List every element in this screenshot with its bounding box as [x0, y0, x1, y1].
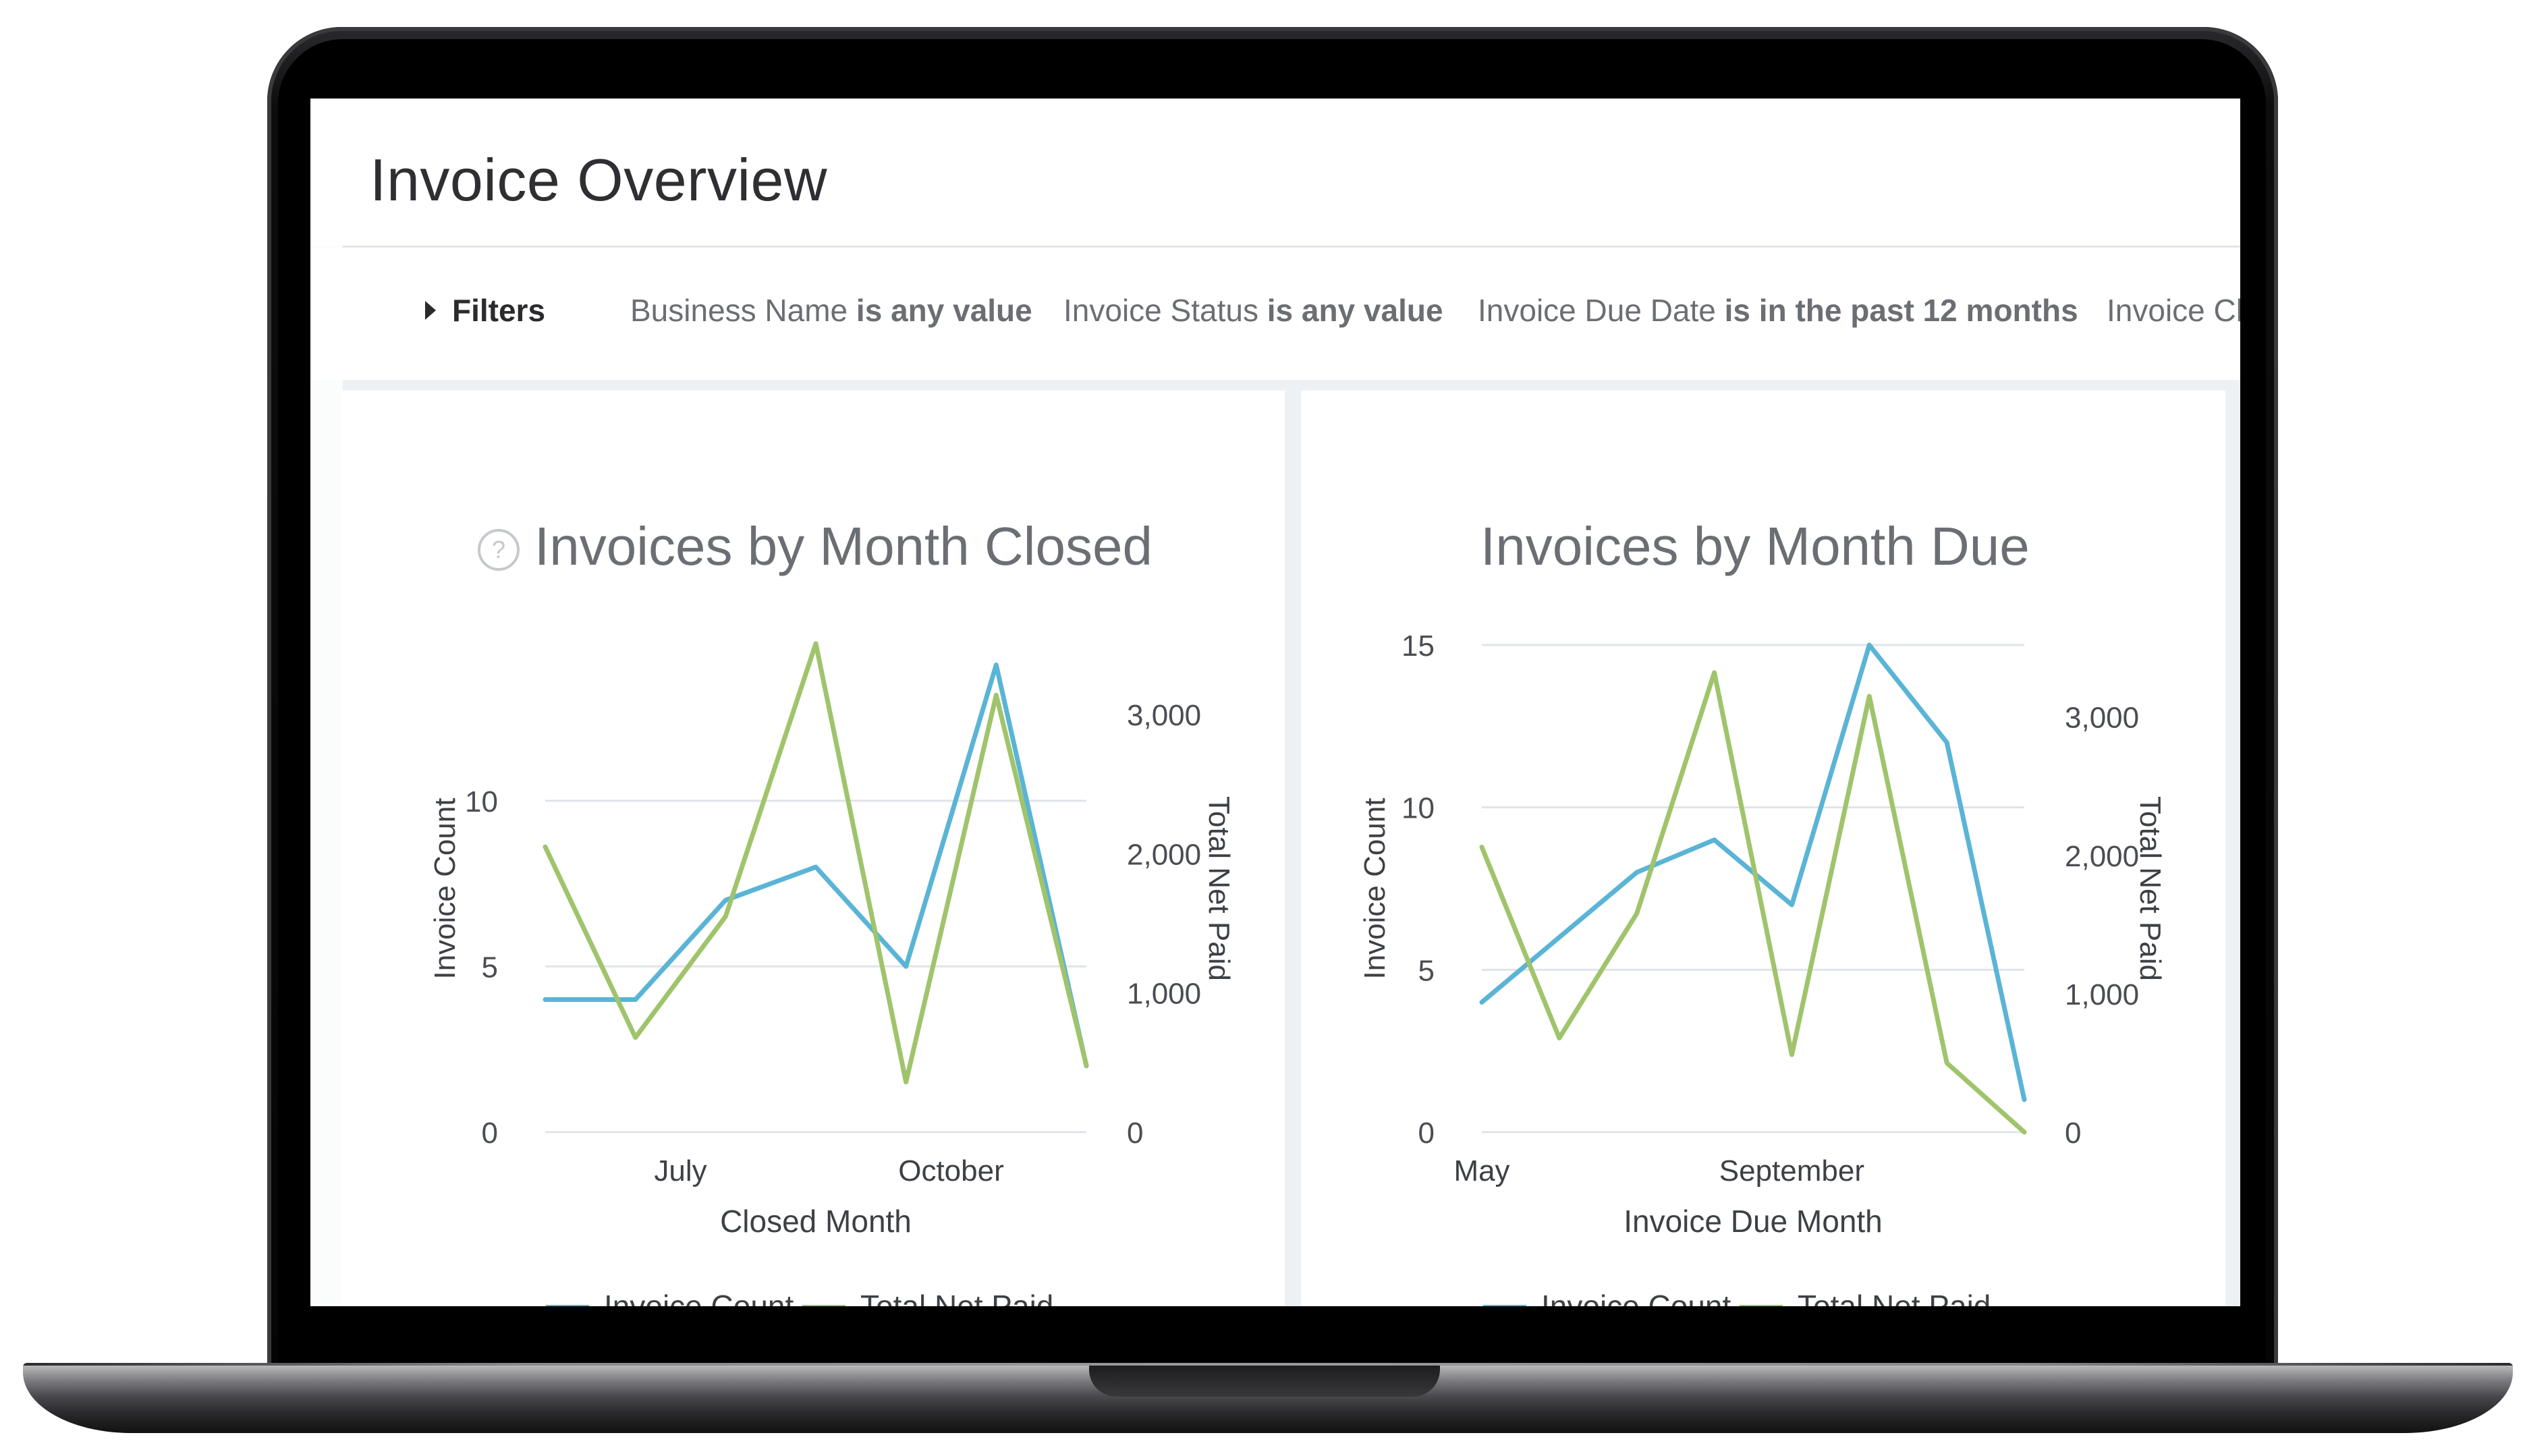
y2-tick-label: 1,000 [2065, 978, 2139, 1011]
filter-field: Invoice Status [1063, 293, 1258, 328]
y-tick-label: 15 [1402, 629, 1435, 663]
tile-invoices-by-month-due [1301, 391, 2225, 1306]
y2-tick-label: 0 [2065, 1117, 2081, 1150]
header-divider [343, 246, 2240, 248]
legend-label: Invoice Count [604, 1289, 794, 1306]
legend-label: Total Net Paid [1798, 1289, 1991, 1306]
x-axis-title: Invoice Due Month [1624, 1204, 1883, 1239]
y2-tick-label: 0 [1127, 1117, 1143, 1150]
y-tick-label: 0 [1418, 1117, 1435, 1150]
y2-tick-label: 2,000 [1127, 838, 1201, 871]
dashboard-header: Invoice Overview [310, 99, 2240, 246]
x-tick-label: May [1453, 1154, 1509, 1187]
tile-divider [2225, 391, 2240, 1306]
y2-axis-title: Total Net Paid [1202, 796, 1236, 981]
y-axis-title: Invoice Count [1358, 797, 1391, 979]
help-icon[interactable]: ? [478, 529, 520, 571]
x-tick-label: September [1719, 1154, 1864, 1187]
y2-tick-label: 1,000 [1127, 978, 1201, 1011]
tiles-gap [343, 380, 2240, 391]
x-tick-label: October [898, 1154, 1004, 1187]
y2-tick-label: 3,000 [2065, 702, 2139, 735]
page-title: Invoice Overview [370, 146, 828, 213]
filter-field: Invoice Due Date [1478, 293, 1716, 328]
filters-toggle[interactable]: Filters [425, 292, 545, 329]
tile-title-text: Invoices by Month Due [1480, 516, 2030, 576]
filter-condition: is in the past 12 months [1724, 293, 2078, 328]
y-tick-label: 10 [465, 785, 498, 818]
legend-label: Invoice Count [1541, 1289, 1731, 1306]
y-tick-label: 5 [1418, 954, 1435, 987]
series-line-total-net-paid [1479, 670, 2027, 1135]
filters-bar: Filters Business Name is any value Invoi… [310, 248, 2240, 380]
filter-invoice-due-date[interactable]: Invoice Due Date is in the past 12 month… [1478, 292, 2078, 329]
filter-business-name[interactable]: Business Name is any value [630, 292, 1032, 329]
y-tick-label: 5 [482, 951, 498, 984]
y2-tick-label: 2,000 [2065, 840, 2139, 873]
tile-divider [1285, 391, 1301, 1306]
filter-invoice-cl[interactable]: Invoice Cl [2107, 292, 2240, 329]
series-line-total-net-paid [543, 641, 1089, 1085]
filters-label: Filters [452, 293, 546, 328]
filter-condition: is any value [856, 293, 1032, 328]
filter-field: Invoice Cl [2107, 293, 2240, 328]
y-tick-label: 10 [1402, 792, 1435, 825]
tile-title-closed: ? Invoices by Month Closed [478, 515, 1153, 578]
laptop-notch [1089, 1366, 1440, 1397]
y-tick-label: 0 [482, 1117, 498, 1150]
tile-title-due: Invoices by Month Due [1480, 515, 2030, 578]
filter-field: Business Name [630, 293, 848, 328]
y2-tick-label: 3,000 [1127, 699, 1201, 732]
screen: Invoice Overview Filters Business Name i… [310, 99, 2240, 1306]
legend-label: Total Net Paid [860, 1289, 1053, 1306]
series-line-invoice-count [543, 662, 1089, 1069]
filter-invoice-status[interactable]: Invoice Status is any value [1063, 292, 1443, 329]
filter-condition: is any value [1267, 293, 1443, 328]
y2-axis-title: Total Net Paid [2134, 796, 2167, 981]
y-axis-title: Invoice Count [428, 797, 462, 979]
tile-title-text: Invoices by Month Closed [534, 516, 1153, 576]
x-axis-title: Closed Month [720, 1204, 912, 1239]
caret-right-icon [425, 301, 436, 320]
chart-invoices-by-month-closed: 0 5 10 0 1,000 2,000 3,000 July October Closed Mo… [428, 641, 1236, 1306]
x-tick-label: July [654, 1154, 706, 1187]
chart-invoices-by-month-due: 0 5 10 15 0 1,000 2,000 3,000 May September Invoic… [1358, 629, 2167, 1306]
